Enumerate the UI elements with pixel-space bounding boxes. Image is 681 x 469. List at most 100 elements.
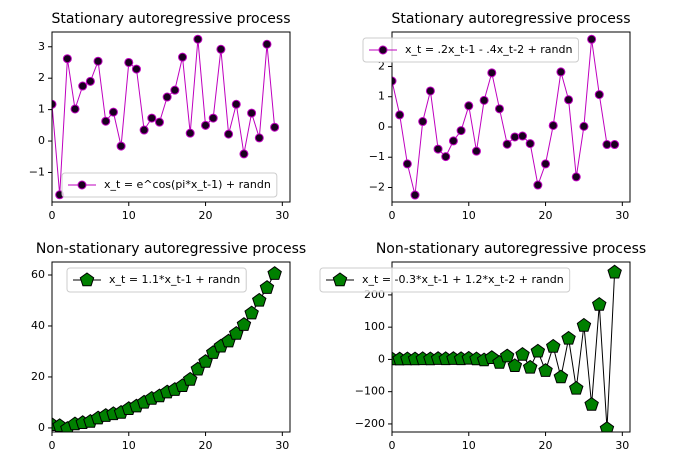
marker [571, 172, 581, 182]
marker [610, 140, 620, 150]
marker [378, 45, 388, 55]
plot-area [392, 264, 622, 432]
marker [402, 159, 412, 169]
x-tick-label: 10 [122, 439, 136, 452]
marker [433, 144, 443, 154]
marker [576, 317, 592, 332]
marker [592, 296, 607, 311]
legend-label: x_t = 1.1*x_t-1 + randn [109, 273, 240, 286]
x-tick-label: 30 [275, 209, 289, 222]
marker [239, 149, 249, 159]
marker [93, 56, 103, 66]
marker [541, 159, 551, 169]
subplot-title: Non-stationary autoregressive process [376, 241, 646, 257]
marker [594, 90, 604, 100]
marker [392, 76, 397, 86]
marker [70, 104, 80, 114]
legend-label: x_t = e^cos(pi*x_t-1) + randn [104, 178, 271, 191]
marker [270, 122, 280, 132]
legend: x_t = -0.3*x_t-1 + 1.2*x_t-2 + randn [319, 267, 571, 293]
x-tick-label: 20 [199, 209, 213, 222]
marker [584, 396, 599, 411]
x-tick-label: 20 [539, 209, 553, 222]
y-tick-label: 40 [31, 319, 45, 332]
marker [52, 99, 57, 109]
marker [252, 292, 267, 307]
marker [236, 317, 252, 331]
marker [267, 266, 282, 280]
x-tick-label: 0 [49, 209, 56, 222]
legend: x_t = .2x_t-1 - .4x_t-2 + randn [362, 37, 579, 63]
x-tick-label: 30 [275, 439, 289, 452]
y-tick-label: 20 [31, 370, 45, 383]
y-tick-label: −200 [355, 417, 385, 430]
marker [607, 264, 622, 279]
marker [79, 272, 95, 287]
marker [208, 113, 218, 123]
legend: x_t = e^cos(pi*x_t-1) + randn [61, 172, 278, 198]
legend-box [61, 172, 278, 198]
marker [479, 95, 489, 105]
x-tick-label: 0 [389, 439, 396, 452]
marker [418, 117, 428, 127]
y-tick-label: 60 [31, 268, 45, 281]
marker [456, 126, 466, 136]
marker [231, 99, 241, 109]
x-tick-label: 20 [199, 439, 213, 452]
marker [515, 346, 530, 361]
marker [170, 85, 180, 95]
marker [131, 64, 141, 74]
series-line [52, 39, 276, 195]
marker [62, 54, 72, 64]
y-tick-label: 2 [38, 71, 45, 84]
marker [185, 128, 195, 138]
y-tick-label: −2 [369, 180, 385, 193]
y-tick-label: 1 [38, 103, 45, 116]
marker [193, 34, 203, 44]
subplot-title: Stationary autoregressive process [392, 11, 631, 27]
legend-box [319, 267, 571, 293]
y-tick-label: 2 [378, 59, 385, 72]
marker [587, 34, 597, 44]
marker [525, 139, 535, 149]
marker [410, 190, 420, 200]
marker [569, 380, 584, 395]
legend-box [66, 267, 247, 293]
marker [471, 146, 481, 156]
marker [77, 180, 87, 190]
x-tick-label: 30 [615, 209, 629, 222]
series-line [392, 272, 616, 429]
y-tick-label: −1 [369, 150, 385, 163]
marker [553, 369, 569, 384]
marker [602, 140, 612, 150]
marker [101, 116, 111, 126]
marker [244, 305, 259, 320]
y-tick-label: −1 [29, 165, 45, 178]
x-tick-label: 10 [462, 439, 476, 452]
marker [599, 421, 615, 432]
marker [448, 136, 458, 146]
x-tick-label: 0 [389, 209, 396, 222]
x-tick-label: 30 [615, 439, 629, 452]
plot-area [52, 34, 280, 200]
marker [395, 110, 405, 120]
marker [487, 68, 497, 78]
x-tick-label: 10 [462, 209, 476, 222]
marker [162, 92, 172, 102]
plot-area [392, 34, 620, 200]
marker [579, 121, 589, 131]
marker [546, 338, 561, 353]
y-tick-label: 1 [378, 90, 385, 103]
marker [561, 330, 576, 345]
x-tick-label: 20 [539, 439, 553, 452]
marker [441, 152, 451, 162]
plot-area [52, 266, 282, 432]
x-tick-label: 0 [49, 439, 56, 452]
marker [564, 95, 574, 105]
marker [247, 108, 257, 118]
marker [502, 139, 512, 149]
marker [147, 113, 157, 123]
marker [116, 141, 126, 151]
marker [259, 280, 275, 294]
